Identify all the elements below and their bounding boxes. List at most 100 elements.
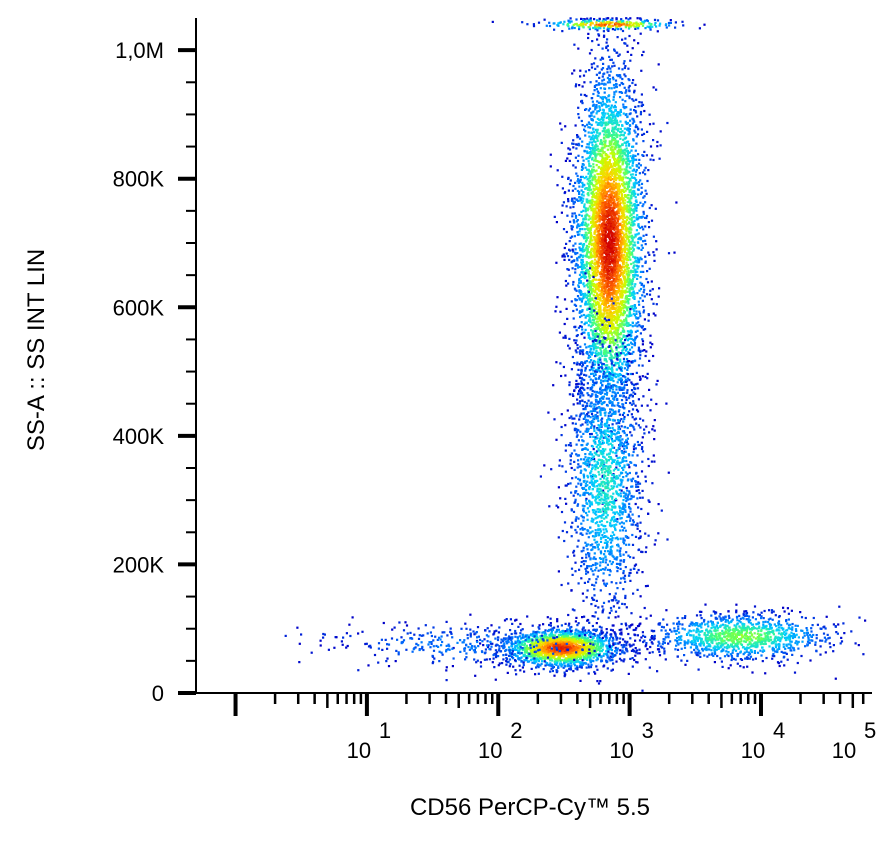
data-point: [572, 244, 575, 247]
data-point: [596, 298, 599, 301]
data-point: [615, 240, 618, 243]
data-point: [603, 164, 606, 167]
data-point: [591, 318, 594, 321]
data-point: [581, 250, 584, 253]
data-point: [605, 153, 608, 156]
data-point: [622, 381, 625, 384]
data-point: [625, 219, 629, 222]
data-point: [603, 228, 606, 232]
data-point: [593, 147, 596, 150]
data-point: [605, 324, 608, 327]
data-point: [565, 252, 568, 255]
data-point: [627, 362, 630, 365]
data-point: [630, 191, 633, 194]
data-point: [603, 214, 607, 217]
data-point: [637, 203, 640, 207]
data-point: [610, 200, 613, 203]
data-point: [648, 113, 651, 116]
data-point: [575, 339, 578, 342]
data-point: [568, 416, 571, 420]
data-point: [641, 325, 644, 328]
data-point: [588, 185, 591, 188]
data-point: [589, 202, 592, 205]
data-point: [610, 242, 613, 245]
data-point: [560, 128, 563, 131]
data-point: [599, 386, 602, 389]
data-point: [601, 215, 604, 218]
data-point: [623, 360, 626, 363]
data-point: [636, 17, 639, 20]
data-point: [639, 417, 642, 420]
data-point: [633, 109, 636, 112]
data-point: [616, 121, 619, 124]
data-point: [587, 245, 590, 248]
data-point: [612, 341, 615, 344]
data-point: [572, 200, 575, 203]
data-point: [589, 265, 592, 269]
data-point: [614, 307, 617, 310]
data-point: [630, 219, 633, 222]
data-point: [628, 290, 631, 293]
data-point: [601, 113, 604, 116]
data-point: [640, 191, 643, 194]
data-point: [575, 379, 578, 382]
data-point: [579, 253, 582, 256]
data-point: [620, 236, 623, 239]
data-point: [640, 93, 643, 96]
data-point: [604, 190, 607, 193]
data-point: [588, 179, 592, 183]
data-point: [617, 163, 620, 166]
data-point: [617, 401, 620, 405]
data-point: [602, 73, 605, 76]
data-point: [597, 333, 600, 336]
data-point: [589, 138, 592, 141]
data-point: [623, 73, 626, 76]
data-point: [632, 194, 635, 197]
data-point: [596, 293, 599, 296]
data-point: [619, 130, 622, 133]
data-point: [614, 236, 617, 239]
data-point: [585, 261, 588, 264]
data-point: [620, 366, 623, 369]
data-point: [625, 337, 628, 340]
data-point: [578, 388, 581, 391]
data-point: [627, 278, 630, 281]
data-point: [590, 150, 593, 153]
data-point: [612, 113, 615, 116]
data-point: [624, 91, 627, 94]
data-point: [594, 393, 597, 396]
data-point: [600, 184, 603, 187]
data-point: [649, 341, 652, 344]
data-point: [571, 215, 574, 218]
data-point: [646, 270, 649, 273]
data-point: [609, 163, 613, 166]
data-point: [620, 251, 623, 254]
data-point: [622, 345, 625, 348]
data-point: [587, 160, 590, 163]
data-point: [591, 332, 594, 336]
data-point: [596, 282, 599, 285]
data-point: [604, 241, 608, 244]
data-point: [610, 283, 613, 286]
data-point: [592, 213, 595, 216]
data-point: [630, 242, 633, 245]
data-point: [612, 207, 615, 210]
data-point: [620, 214, 623, 217]
data-point: [584, 240, 587, 243]
data-point: [590, 253, 593, 256]
data-point: [638, 172, 641, 175]
data-point: [596, 182, 599, 185]
data-point: [580, 93, 583, 96]
data-point: [618, 248, 621, 251]
data-point: [602, 35, 606, 38]
data-point: [628, 288, 631, 291]
data-point: [635, 261, 638, 264]
data-point: [608, 262, 612, 265]
data-point: [573, 235, 576, 238]
data-point: [625, 17, 628, 20]
data-point: [633, 268, 636, 271]
data-point: [582, 254, 585, 257]
data-point: [606, 337, 609, 340]
data-point: [642, 210, 645, 213]
data-point: [617, 230, 620, 233]
